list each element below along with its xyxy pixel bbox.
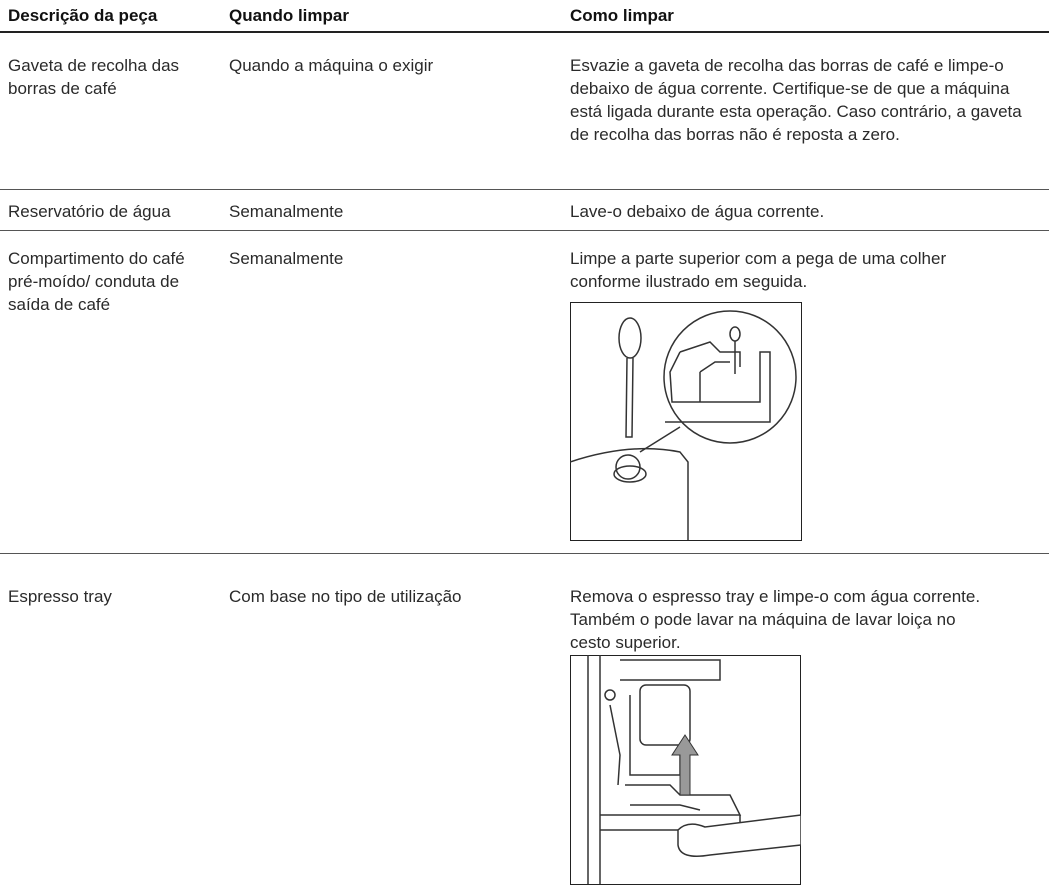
cell: Semanalmente: [229, 249, 344, 268]
tray-illustration: [570, 655, 801, 885]
cell: Compartimento do café pré-moído/ conduta…: [8, 249, 185, 314]
header-rule: [0, 31, 1049, 33]
cell: Com base no tipo de utilização: [229, 587, 462, 606]
cell: Remova o espresso tray e limpe-o com águ…: [570, 587, 981, 652]
cell: Reservatório de água: [8, 202, 171, 221]
row-rule: [0, 553, 1049, 554]
cell: Limpe a parte superior com a pega de uma…: [570, 249, 947, 291]
cell: Quando a máquina o exigir: [229, 56, 434, 75]
header-cell: Como limpar: [570, 6, 674, 25]
cell: Espresso tray: [8, 587, 112, 606]
header-cell: Quando limpar: [229, 6, 349, 25]
header-cell: Descrição da peça: [8, 6, 158, 25]
cell: Lave-o debaixo de água corrente.: [570, 202, 825, 221]
cell: Gaveta de recolha das borras de café: [8, 56, 180, 98]
cell: Esvazie a gaveta de recolha das borras d…: [570, 56, 1022, 144]
row-rule: [0, 230, 1049, 231]
row-rule: [0, 189, 1049, 190]
cell: Semanalmente: [229, 202, 344, 221]
spoon-illustration: [570, 302, 802, 541]
